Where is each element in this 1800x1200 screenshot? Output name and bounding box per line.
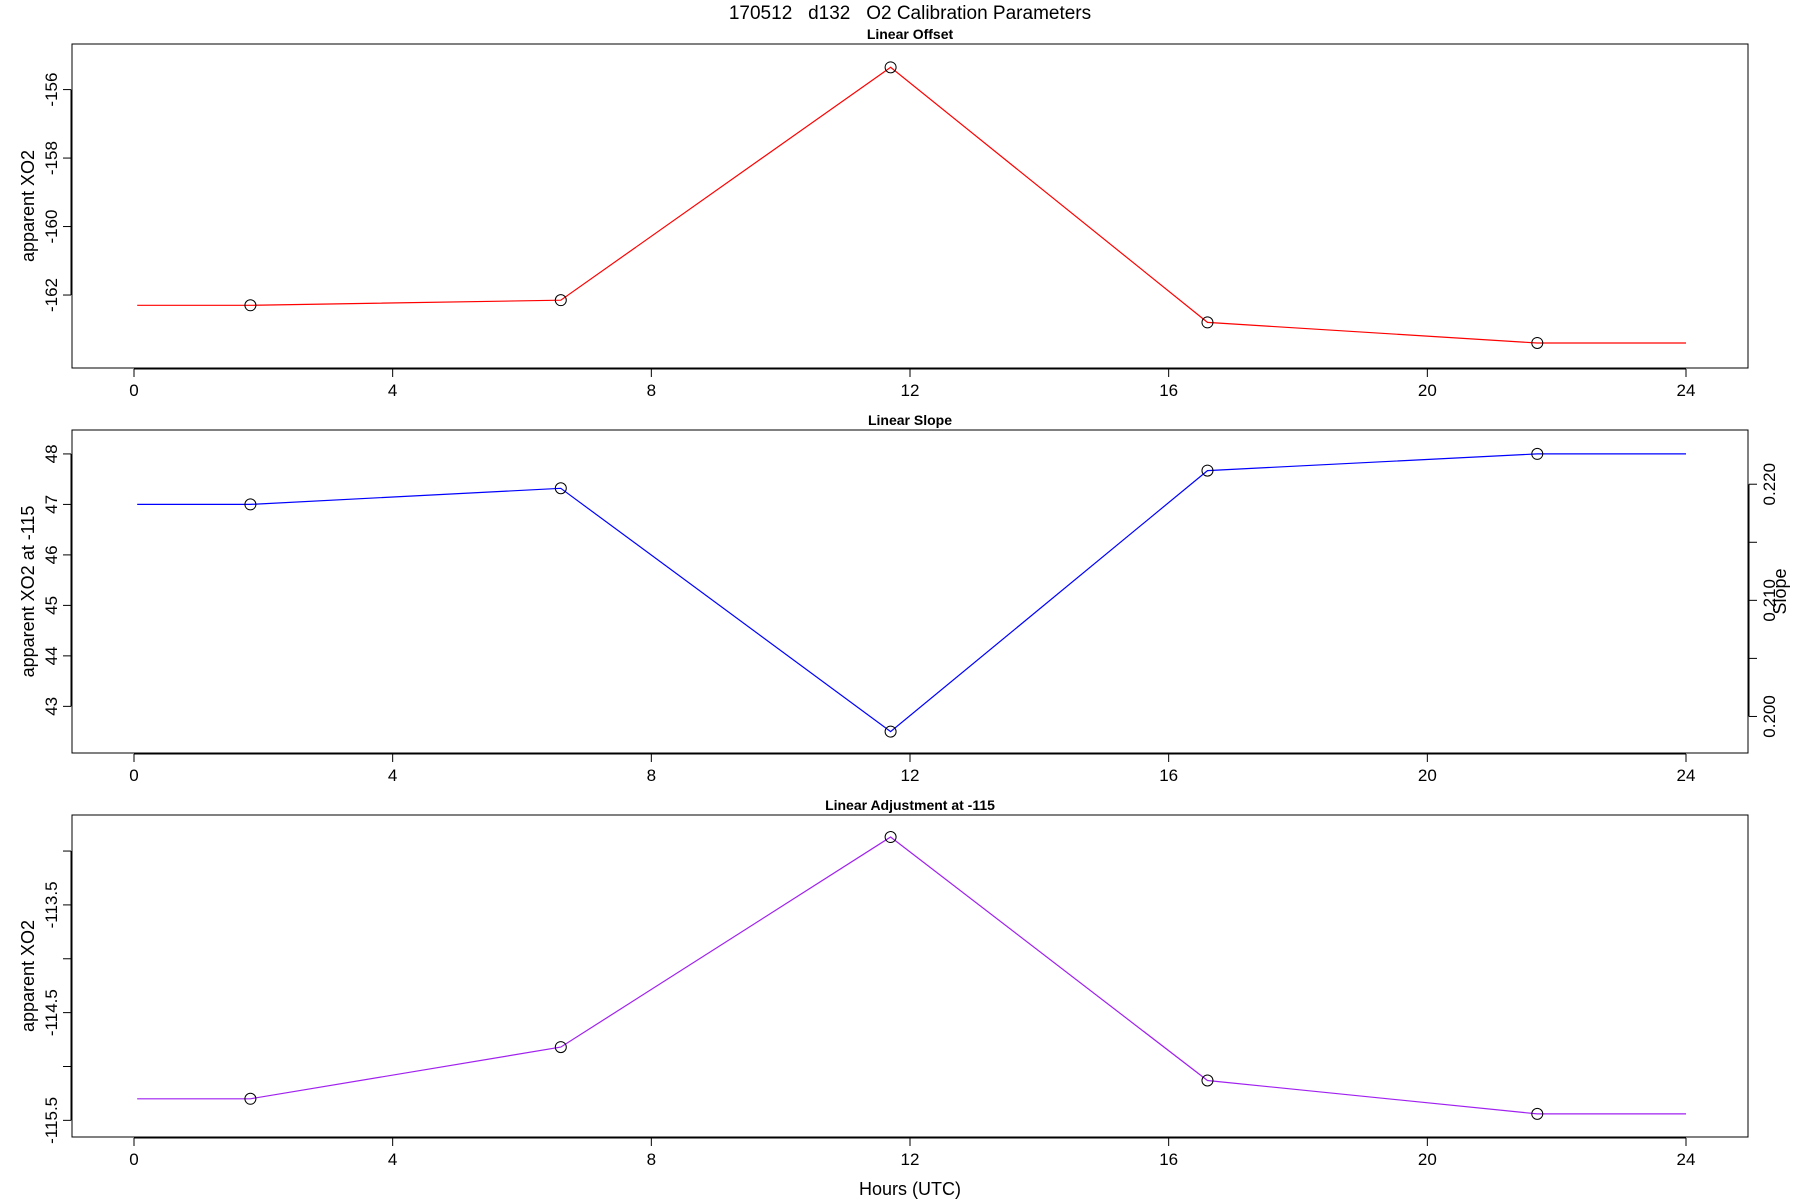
y-tick-label: -162 bbox=[42, 278, 61, 312]
x-tick-label: 20 bbox=[1418, 766, 1437, 785]
x-tick-label: 8 bbox=[647, 766, 656, 785]
x-tick-label: 0 bbox=[129, 1150, 138, 1169]
data-point bbox=[244, 1092, 257, 1105]
panel-title: Linear Slope bbox=[868, 412, 952, 428]
chart-panel: Linear Adjustment at -115 0 4 8 12 16 20 24 -115… bbox=[18, 797, 1749, 1199]
data-point bbox=[884, 831, 897, 844]
series-line bbox=[137, 66, 1686, 344]
data-point bbox=[1201, 464, 1214, 477]
data-point bbox=[1531, 447, 1544, 460]
data-point bbox=[1531, 336, 1544, 349]
y-tick-label: -160 bbox=[42, 210, 61, 244]
x-tick-label: 24 bbox=[1677, 1150, 1696, 1169]
x-tick-label: 4 bbox=[388, 766, 397, 785]
plot-frame bbox=[71, 429, 1749, 754]
secondary-tick-label: 0.220 bbox=[1760, 463, 1779, 506]
y-tick-label: 48 bbox=[42, 444, 61, 463]
y-tick-label: -114.5 bbox=[42, 989, 61, 1036]
y-tick-label: -156 bbox=[42, 73, 61, 107]
x-tick-label: 16 bbox=[1159, 381, 1178, 400]
data-point bbox=[554, 482, 567, 495]
plot-frame bbox=[71, 814, 1749, 1138]
y-tick-label: 47 bbox=[42, 495, 61, 514]
y-axis-label: apparent XO2 bbox=[18, 150, 38, 262]
x-tick-label: 4 bbox=[388, 1150, 397, 1169]
x-tick-label: 16 bbox=[1159, 766, 1178, 785]
secondary-axis-label: Slope bbox=[1770, 568, 1790, 614]
y-tick-label: -113.5 bbox=[42, 881, 61, 928]
data-point bbox=[244, 498, 257, 511]
panel-title: Linear Adjustment at -115 bbox=[825, 797, 995, 813]
y-tick-label: 46 bbox=[42, 545, 61, 564]
series-line bbox=[137, 836, 1686, 1115]
y-tick-label: 44 bbox=[42, 646, 61, 665]
x-tick-label: 16 bbox=[1159, 1150, 1178, 1169]
y-tick-label: 43 bbox=[42, 697, 61, 716]
secondary-tick-label: 0.210 bbox=[1760, 579, 1779, 622]
data-point bbox=[884, 61, 897, 74]
data-point bbox=[554, 294, 567, 307]
x-tick-label: 0 bbox=[129, 766, 138, 785]
x-tick-label: 4 bbox=[388, 381, 397, 400]
x-tick-label: 24 bbox=[1677, 381, 1696, 400]
x-tick-label: 12 bbox=[901, 1150, 920, 1169]
y-tick-label: -115.5 bbox=[42, 1097, 61, 1144]
y-tick-label: -158 bbox=[42, 141, 61, 175]
y-axis-label: apparent XO2 at -115 bbox=[18, 506, 38, 678]
x-tick-label: 24 bbox=[1677, 766, 1696, 785]
data-point bbox=[1201, 316, 1214, 329]
panel-title: Linear Offset bbox=[867, 26, 954, 42]
secondary-tick-label: 0.200 bbox=[1760, 695, 1779, 738]
data-point bbox=[1531, 1107, 1544, 1120]
figure-title: 170512 d132 O2 Calibration Parameters bbox=[729, 3, 1091, 24]
chart-panel: Linear Offset 0 4 8 12 16 20 24 -162 -160 -158 -156… bbox=[18, 26, 1749, 400]
x-tick-label: 20 bbox=[1418, 381, 1437, 400]
data-point bbox=[1201, 1074, 1214, 1087]
data-point bbox=[244, 299, 257, 312]
x-tick-label: 0 bbox=[129, 381, 138, 400]
x-tick-label: 20 bbox=[1418, 1150, 1437, 1169]
x-axis-label: Hours (UTC) bbox=[859, 1179, 961, 1199]
x-tick-label: 12 bbox=[901, 381, 920, 400]
x-tick-label: 12 bbox=[901, 766, 920, 785]
y-tick-label: 45 bbox=[42, 596, 61, 615]
series-line bbox=[137, 453, 1686, 733]
data-point bbox=[884, 725, 897, 738]
x-tick-label: 8 bbox=[647, 1150, 656, 1169]
x-tick-label: 8 bbox=[647, 381, 656, 400]
y-axis-label: apparent XO2 bbox=[18, 920, 38, 1032]
plot-frame bbox=[71, 43, 1749, 369]
data-point bbox=[554, 1041, 567, 1054]
